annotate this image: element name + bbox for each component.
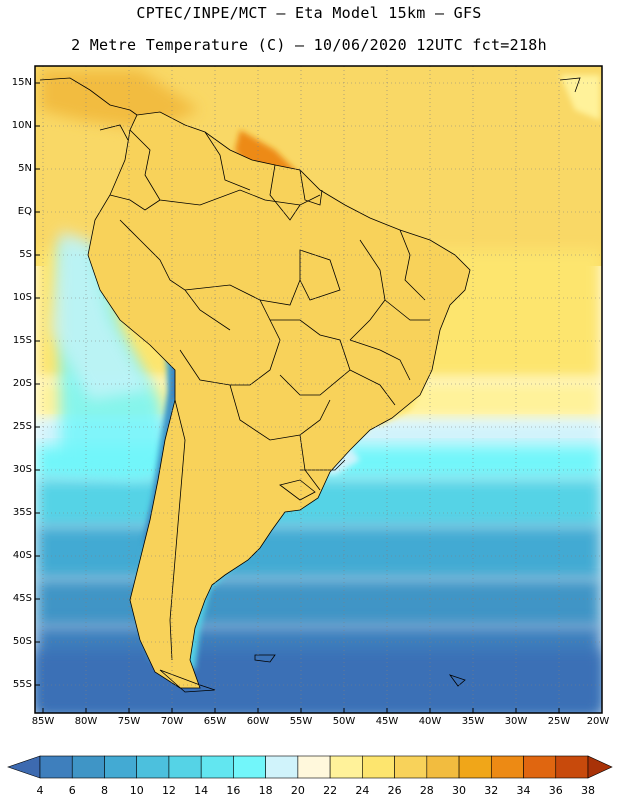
- lon-label-35w: 35W: [461, 716, 485, 727]
- colorbar-swatch: [394, 755, 428, 779]
- lat-label-30s: 30S: [12, 464, 32, 475]
- colorbar-swatch: [458, 755, 492, 779]
- colorbar-arrow-right: [587, 755, 613, 779]
- lon-label-30w: 30W: [504, 716, 528, 727]
- colorbar-swatch: [71, 755, 105, 779]
- colorbar-swatch: [426, 755, 460, 779]
- colorbar-label: 12: [161, 784, 176, 797]
- colorbar-swatch: [168, 755, 202, 779]
- colorbar-label: 4: [36, 784, 44, 797]
- lat-label-15s: 15S: [12, 335, 32, 346]
- colorbar-label: 6: [68, 784, 76, 797]
- lon-label-25w: 25W: [547, 716, 571, 727]
- lon-label-45w: 45W: [375, 716, 399, 727]
- lat-label-40s: 40S: [12, 550, 32, 561]
- map-frame: [34, 65, 603, 714]
- colorbar-label: 38: [581, 784, 595, 797]
- title-line-2: 2 Metre Temperature (C) – 10/06/2020 12U…: [71, 36, 547, 54]
- lon-label-70w: 70W: [160, 716, 184, 727]
- colorbar-label: 24: [355, 784, 370, 797]
- lon-label-85w: 85W: [31, 716, 55, 727]
- lat-label-5n: 5N: [18, 163, 32, 174]
- colorbar-label: 22: [323, 784, 338, 797]
- colorbar-label: 26: [387, 784, 402, 797]
- temperature-field: [35, 66, 602, 713]
- lat-label-10n: 10N: [11, 120, 32, 131]
- colorbar-swatch: [523, 755, 557, 779]
- colorbar-swatch: [265, 755, 299, 779]
- colorbar-swatch: [200, 755, 234, 779]
- lon-label-75w: 75W: [117, 716, 141, 727]
- colorbar-swatch: [555, 755, 589, 779]
- colorbar-label: 36: [548, 784, 563, 797]
- lat-label-25s: 25S: [12, 421, 32, 432]
- country-borders: [39, 77, 581, 693]
- colorbar-label: 14: [194, 784, 209, 797]
- colorbar-label: 20: [290, 784, 305, 797]
- lat-label-55s: 55S: [12, 679, 32, 690]
- colorbar-swatch: [297, 755, 331, 779]
- title-line-1: CPTEC/INPE/MCT – Eta Model 15km – GFS: [136, 4, 482, 22]
- colorbar-label: 28: [419, 784, 434, 797]
- colorbar-label: 8: [100, 784, 108, 797]
- lon-label-50w: 50W: [332, 716, 356, 727]
- colorbar-label: 10: [129, 784, 144, 797]
- lon-label-20w: 20W: [586, 716, 610, 727]
- lat-label-10s: 10S: [12, 292, 32, 303]
- lat-label-15n: 15N: [11, 77, 32, 88]
- colorbar-swatch: [490, 755, 524, 779]
- colorbar-arrow-left: [7, 755, 41, 779]
- colorbar-swatch: [104, 755, 138, 779]
- colorbar-label: 18: [258, 784, 273, 797]
- lat-label-45s: 45S: [12, 593, 32, 604]
- colorbar-swatch: [136, 755, 170, 779]
- colorbar-swatch: [233, 755, 266, 779]
- color-scale-bar: [7, 755, 613, 779]
- lon-label-40w: 40W: [418, 716, 442, 727]
- lat-label-35s: 35S: [12, 507, 32, 518]
- colorbar-label: 30: [452, 784, 467, 797]
- axis-ticks: [35, 82, 603, 713]
- lat-label-20s: 20S: [12, 378, 32, 389]
- lon-label-55w: 55W: [289, 716, 313, 727]
- colorbar-swatch: [362, 755, 395, 779]
- lat-label-50s: 50S: [12, 636, 32, 647]
- colorbar-label: 34: [516, 784, 531, 797]
- colorbar-label: 32: [484, 784, 499, 797]
- graticule: [35, 66, 602, 713]
- lat-label-eq: EQ: [17, 206, 32, 217]
- lon-label-60w: 60W: [246, 716, 270, 727]
- colorbar-swatch: [39, 755, 73, 779]
- lon-label-65w: 65W: [203, 716, 227, 727]
- lon-label-80w: 80W: [74, 716, 98, 727]
- lat-label-5s: 5S: [19, 249, 32, 260]
- colorbar-swatch: [329, 755, 363, 779]
- colorbar-label: 16: [226, 784, 241, 797]
